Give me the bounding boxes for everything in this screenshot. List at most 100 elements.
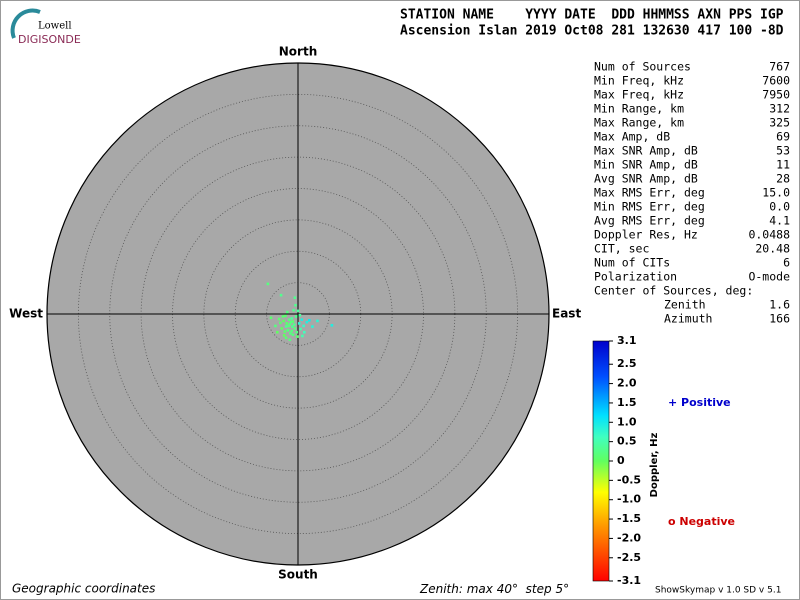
source-point [298, 313, 302, 317]
source-point [305, 320, 309, 324]
source-point [282, 319, 285, 323]
stat-value: 53 [776, 144, 790, 158]
header-line: Ascension Islan 2019 Oct08 281 132630 41… [400, 24, 784, 39]
source-point [286, 329, 290, 332]
source-point [301, 334, 304, 338]
stat-label: Min RMS Err, deg [594, 200, 705, 214]
stat-label: Polarization [594, 270, 677, 284]
colorbar-tick-label: -0.5 [617, 473, 641, 486]
source-point [307, 318, 311, 322]
source-point [290, 329, 294, 333]
source-point [282, 334, 286, 337]
colorbar-tick-label: -1.0 [617, 493, 641, 506]
stat-value: 1.6 [769, 298, 790, 312]
stat-label: Min Freq, kHz [594, 74, 684, 88]
colorbar-tick-label: 3.1 [617, 334, 637, 347]
stat-label: Num of Sources [594, 60, 691, 74]
source-point [279, 321, 282, 325]
stat-value: 6 [783, 256, 790, 270]
source-point [330, 323, 334, 327]
source-point [293, 327, 297, 330]
source-point [291, 320, 295, 323]
stat-value: 7950 [762, 88, 790, 102]
colorbar-tick-label: -2.5 [617, 551, 641, 564]
legend-positive: + Positive [668, 396, 731, 409]
zenith-part: max [467, 582, 494, 596]
colorbar-tick-label: 1.0 [617, 415, 637, 428]
stat-value: O-mode [748, 270, 790, 284]
stat-label: Max SNR Amp, dB [594, 144, 698, 158]
header-line: STATION NAME YYYY DATE DDD HHMMSS AXN PP… [400, 8, 784, 23]
stat-label: Max Range, km [594, 116, 684, 130]
source-point [277, 317, 281, 321]
source-point [302, 324, 305, 328]
source-point [287, 324, 290, 328]
stat-value: 325 [769, 116, 790, 130]
source-point [284, 325, 288, 328]
source-point [295, 330, 299, 334]
source-point [286, 310, 289, 314]
stat-value: 7600 [762, 74, 790, 88]
colorbar-tick-label: 2.5 [617, 357, 637, 370]
legend-negative: o Negative [668, 515, 735, 528]
stat-value: 312 [769, 102, 790, 116]
colorbar-title: Doppler, Hz [649, 433, 660, 498]
source-point [290, 317, 294, 320]
zenith-note: Zenith: max 40° step 5° [419, 582, 569, 596]
direction-label: East [552, 307, 581, 321]
direction-label: West [9, 307, 43, 321]
zenith-part: Zenith: [419, 582, 463, 596]
stat-value: 11 [776, 158, 790, 172]
source-point [296, 309, 300, 313]
colorbar [592, 340, 610, 582]
source-point [269, 316, 273, 320]
stat-label: Avg SNR Amp, dB [594, 172, 698, 186]
source-point [279, 293, 283, 297]
stat-label: Min SNR Amp, dB [594, 158, 698, 172]
source-point [291, 325, 294, 328]
stat-label: CIT, sec [594, 242, 649, 256]
colorbar-tick-label: 0 [617, 454, 625, 467]
source-point [280, 327, 283, 330]
source-point [300, 318, 304, 321]
source-point [284, 314, 287, 318]
source-point [302, 330, 306, 334]
zenith-part: 40 [497, 582, 513, 596]
colorbar-tick-label: -3.1 [617, 574, 641, 587]
stat-value: 166 [769, 312, 790, 326]
direction-label: North [279, 45, 317, 59]
colorbar-tick-label: 1.5 [617, 396, 637, 409]
source-point [289, 320, 293, 324]
stat-label: Zenith [664, 298, 706, 312]
source-point [284, 336, 288, 340]
source-point [266, 282, 270, 286]
stat-value: 20.48 [755, 242, 790, 256]
stat-value: 15.0 [762, 186, 790, 200]
stat-value: 28 [776, 172, 790, 186]
stat-label: Max Amp, dB [594, 130, 670, 144]
stat-label: Max Freq, kHz [594, 88, 684, 102]
source-point [294, 315, 298, 318]
colorbar-tick-label: 2.0 [617, 377, 637, 390]
logo-swoosh [10, 8, 41, 39]
source-point [291, 333, 295, 337]
logo-bottom: DIGISONDE [18, 33, 81, 46]
source-point [297, 322, 301, 325]
coords-note: Geographic coordinates [12, 582, 155, 596]
stat-value: 767 [769, 60, 790, 74]
colorbar-tick-label: -2.0 [617, 531, 641, 544]
stat-label: Num of CITs [594, 256, 670, 270]
source-point [288, 338, 292, 342]
version: ShowSkymap v 1.0 SD v 5.1 [655, 586, 781, 596]
source-point [288, 322, 292, 326]
source-point [299, 327, 302, 331]
stat-label: Max RMS Err, deg [594, 186, 705, 200]
stat-label: Center of Sources, deg: [594, 284, 753, 298]
stat-value: 0.0488 [748, 228, 790, 242]
source-point [283, 330, 287, 333]
source-point [275, 330, 279, 334]
colorbar-tick-label: -1.5 [617, 512, 641, 525]
source-point [316, 319, 319, 323]
colorbar-tick-label: 0.5 [617, 435, 637, 448]
